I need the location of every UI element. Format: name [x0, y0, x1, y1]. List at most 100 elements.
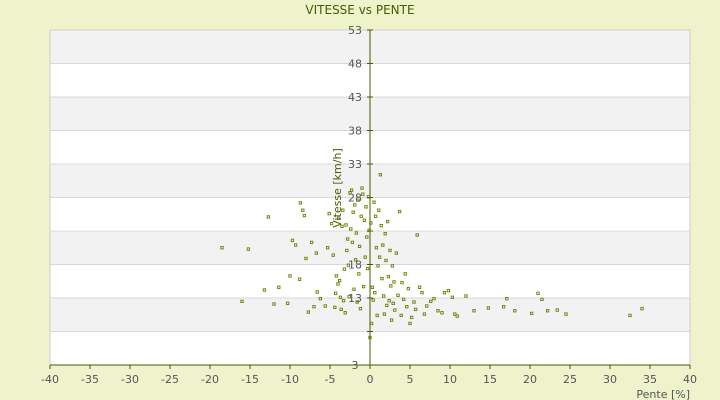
data-point [349, 188, 354, 192]
data-point [396, 293, 400, 297]
y-tick-label: 13 [348, 292, 362, 305]
data-point [352, 287, 356, 291]
data-point [384, 258, 388, 263]
data-point [376, 264, 380, 268]
data-point [323, 304, 327, 308]
x-tick-label: -40 [41, 373, 59, 386]
y-tick-label: 43 [348, 91, 362, 104]
data-point [464, 294, 468, 298]
data-point [359, 214, 363, 218]
data-point [409, 315, 414, 320]
data-point [327, 211, 331, 216]
data-point [501, 305, 506, 309]
x-tick-label: 40 [683, 373, 697, 386]
data-point [540, 297, 544, 301]
data-point [365, 266, 370, 271]
data-point [392, 280, 396, 284]
data-point [425, 304, 429, 308]
x-tick-label: 10 [443, 373, 457, 386]
data-point [356, 198, 360, 202]
data-point [340, 224, 344, 228]
data-point [386, 274, 391, 279]
data-point [472, 309, 476, 313]
y-axis-label: Vitesse [km/h] [331, 148, 344, 228]
data-point [361, 284, 366, 289]
data-point [344, 223, 348, 227]
data-point [382, 312, 387, 316]
data-point [337, 216, 341, 220]
data-point [339, 307, 343, 312]
data-point [387, 299, 391, 303]
data-point [285, 301, 290, 306]
data-point [381, 243, 385, 247]
data-point [361, 192, 365, 196]
data-point [442, 290, 447, 295]
data-point [389, 318, 394, 322]
data-point [412, 300, 416, 304]
data-point [555, 308, 559, 312]
data-point [422, 312, 427, 316]
data-point [266, 215, 271, 219]
data-point [350, 240, 355, 245]
data-point [336, 282, 340, 286]
data-point [366, 195, 371, 199]
y-tick-label: 28 [348, 192, 362, 205]
chart-title: VITESSE vs PENTE [305, 3, 414, 17]
data-point [446, 288, 451, 293]
data-point [628, 313, 632, 318]
data-point [302, 213, 307, 218]
x-tick-label: 0 [367, 373, 374, 386]
data-point [397, 209, 402, 214]
data-point [288, 274, 292, 278]
data-point [401, 297, 406, 301]
data-point [373, 290, 377, 295]
data-point [505, 297, 509, 301]
data-point [391, 301, 395, 306]
data-point [385, 219, 390, 224]
data-point [420, 290, 424, 295]
data-point [385, 303, 389, 308]
data-point [440, 311, 444, 315]
data-point [301, 208, 305, 212]
data-point [351, 210, 355, 214]
x-tick-label: -35 [81, 373, 99, 386]
data-point [355, 300, 359, 304]
data-point [343, 311, 347, 315]
data-point [349, 227, 353, 231]
data-point [333, 305, 337, 310]
data-point [368, 335, 372, 340]
data-point [341, 208, 345, 212]
data-point [377, 208, 381, 212]
data-point [455, 314, 459, 318]
data-point [417, 285, 422, 289]
data-point [315, 290, 319, 294]
data-point [400, 280, 404, 285]
data-point [329, 221, 334, 226]
data-point [415, 233, 419, 237]
x-tick-label: 35 [643, 373, 657, 386]
data-point [405, 305, 409, 309]
data-point [346, 263, 351, 267]
data-point [357, 244, 362, 249]
data-point [297, 277, 302, 281]
data-point [380, 276, 384, 281]
data-point [304, 256, 308, 261]
data-point [375, 313, 379, 318]
data-point [262, 288, 267, 292]
data-point [413, 307, 418, 312]
data-point [312, 305, 316, 309]
data-point [399, 313, 403, 318]
data-point [370, 285, 375, 289]
data-point [345, 237, 350, 241]
y-tick-label: 3 [352, 359, 359, 372]
data-point [450, 295, 455, 299]
data-point [545, 309, 550, 313]
y-tick-label: 48 [348, 58, 362, 71]
data-point [393, 308, 397, 312]
data-point [383, 232, 387, 236]
x-tick-label: 30 [603, 373, 617, 386]
data-point [309, 240, 314, 245]
x-tick-label: 20 [523, 373, 537, 386]
data-point [367, 228, 371, 232]
x-tick-label: -5 [325, 373, 336, 386]
